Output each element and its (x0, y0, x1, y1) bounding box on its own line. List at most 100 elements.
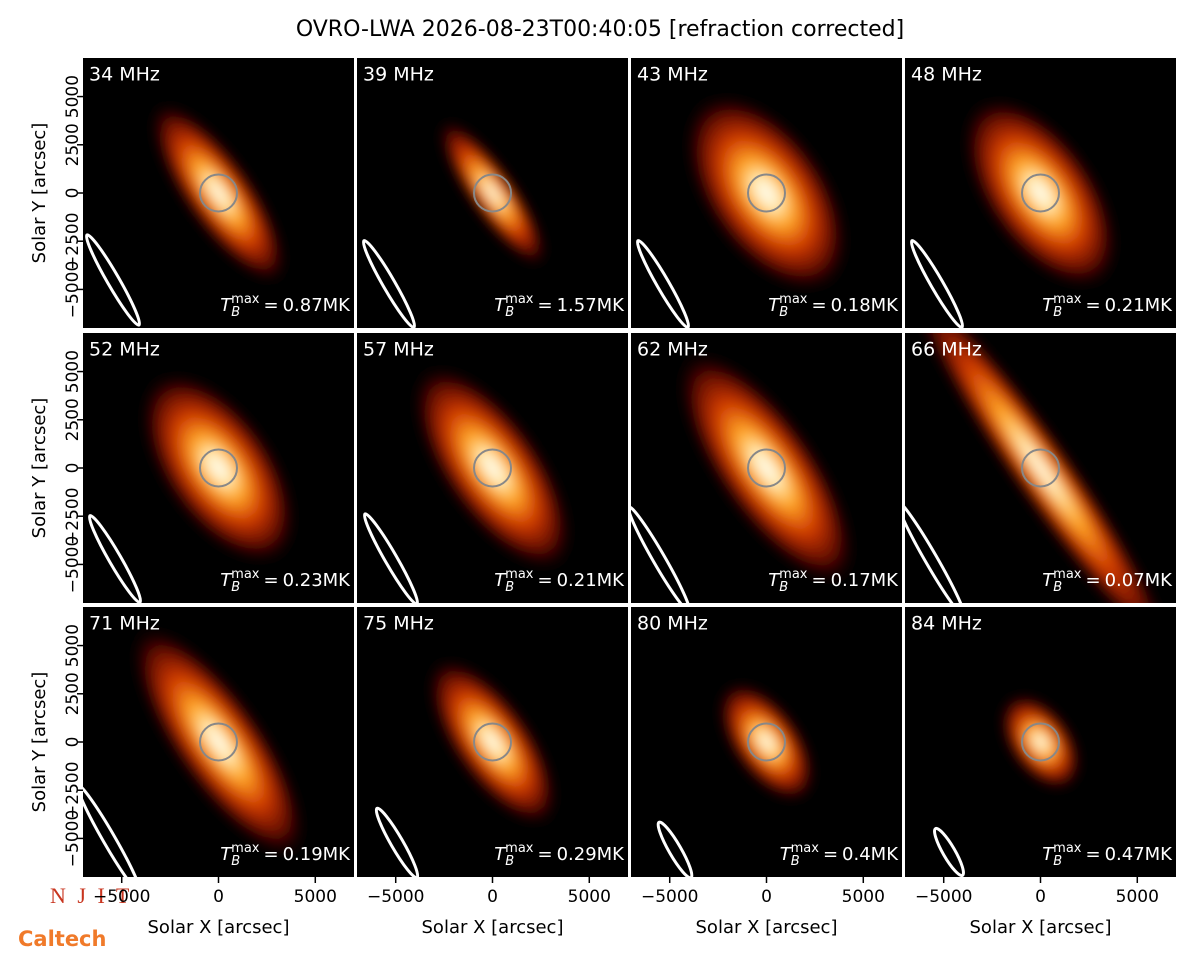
solar-disk (199, 448, 238, 488)
beam (631, 505, 691, 603)
tb-sup: max (505, 567, 534, 582)
tb-sup: max (1053, 567, 1082, 582)
emission (717, 681, 816, 803)
solar-disk (747, 722, 786, 762)
solar-disk (199, 722, 238, 762)
solar-disk (747, 448, 786, 488)
panel (357, 607, 628, 877)
tb-sub: B (505, 580, 514, 595)
tb-symbol: T (220, 844, 233, 865)
tb-label: TBmax = 0.18MK (768, 292, 899, 320)
x-tick-label: 5000 (294, 887, 337, 907)
tb-sub: B (1053, 580, 1062, 595)
beam (83, 783, 142, 877)
tb-sub: B (505, 305, 514, 320)
emission (411, 364, 574, 572)
tb-eq: = (1085, 844, 1100, 865)
panel (631, 333, 902, 603)
panel (357, 58, 628, 328)
tb-symbol: T (220, 295, 233, 316)
beam (905, 500, 966, 603)
x-tick-label: −5000 (641, 887, 699, 907)
tb-label: TBmax = 0.4MK (780, 841, 900, 869)
y-tick-label: 5000 (63, 624, 83, 667)
tb-symbol: T (494, 295, 507, 316)
tb-symbol: T (768, 570, 781, 591)
tb-value: 1.57MK (557, 295, 626, 316)
beam (362, 512, 420, 603)
x-axis-label: Solar X [arcsec] (148, 917, 290, 938)
beam (84, 233, 142, 327)
y-tick-label: −2500 (63, 487, 83, 545)
beam (635, 239, 691, 328)
tb-eq: = (537, 295, 552, 316)
tb-sup: max (231, 292, 260, 307)
tb-sup: max (779, 567, 808, 582)
freq-label: 52 MHz (89, 339, 160, 361)
solar-disk (1021, 722, 1060, 762)
panel (905, 58, 1176, 328)
tb-value: 0.29MK (557, 844, 626, 865)
emission (130, 624, 307, 860)
y-tick-label: 0 (63, 188, 83, 199)
emission (906, 333, 1175, 603)
y-tick-label: −5000 (63, 261, 83, 319)
tb-label: TBmax = 0.87MK (220, 292, 351, 320)
solar-disk (473, 448, 512, 488)
tb-label: TBmax = 0.47MK (1042, 841, 1173, 869)
emission (139, 370, 298, 566)
y-tick-label: 0 (63, 737, 83, 748)
x-axis-label: Solar X [arcsec] (696, 917, 838, 938)
emission (961, 95, 1120, 291)
tb-value: 0.23MK (283, 570, 352, 591)
x-tick-label: 0 (213, 887, 224, 907)
tb-sub: B (231, 305, 240, 320)
freq-label: 57 MHz (363, 339, 434, 361)
tb-sub: B (779, 580, 788, 595)
freq-label: 39 MHz (363, 64, 434, 86)
emission (426, 656, 559, 828)
tb-eq: = (823, 844, 838, 865)
tb-eq: = (263, 844, 278, 865)
freq-label: 48 MHz (911, 64, 982, 86)
solar-disk (473, 173, 512, 213)
tb-label: TBmax = 0.23MK (220, 567, 351, 595)
freq-label: 66 MHz (911, 339, 982, 361)
emission (676, 349, 857, 587)
tb-value: 0.17MK (831, 570, 900, 591)
tb-symbol: T (220, 570, 233, 591)
solar-disk (199, 173, 238, 213)
tb-sub: B (231, 580, 240, 595)
panel (357, 333, 628, 603)
tb-eq: = (1085, 570, 1100, 591)
beam (656, 820, 694, 877)
solar-disk (1021, 448, 1060, 488)
y-axis-label: Solar Y [arcsec] (29, 123, 50, 264)
tb-value: 0.18MK (831, 295, 900, 316)
tb-sub: B (231, 854, 240, 869)
panel (83, 333, 354, 603)
tb-sub: B (505, 854, 514, 869)
tb-sup: max (231, 841, 260, 856)
tb-label: TBmax = 0.07MK (1042, 567, 1173, 595)
beam (909, 239, 965, 328)
beam (374, 806, 420, 877)
y-axis-label: Solar Y [arcsec] (29, 672, 50, 813)
y-tick-label: −2500 (63, 761, 83, 819)
tb-label: TBmax = 0.21MK (494, 567, 625, 595)
chart-title: OVRO-LWA 2026-08-23T00:40:05 [refraction… (296, 17, 904, 42)
tb-sup: max (231, 567, 260, 582)
tb-value: 0.19MK (283, 844, 352, 865)
panel (631, 58, 902, 328)
tb-sub: B (791, 854, 800, 869)
panel (83, 607, 354, 877)
emission (683, 92, 850, 294)
x-tick-label: 5000 (568, 887, 611, 907)
y-tick-label: 2500 (63, 123, 83, 166)
y-tick-label: −2500 (63, 212, 83, 270)
beam (933, 826, 965, 877)
tb-symbol: T (1042, 570, 1055, 591)
tb-sup: max (505, 292, 534, 307)
x-tick-label: 0 (487, 887, 498, 907)
emission (999, 693, 1082, 791)
